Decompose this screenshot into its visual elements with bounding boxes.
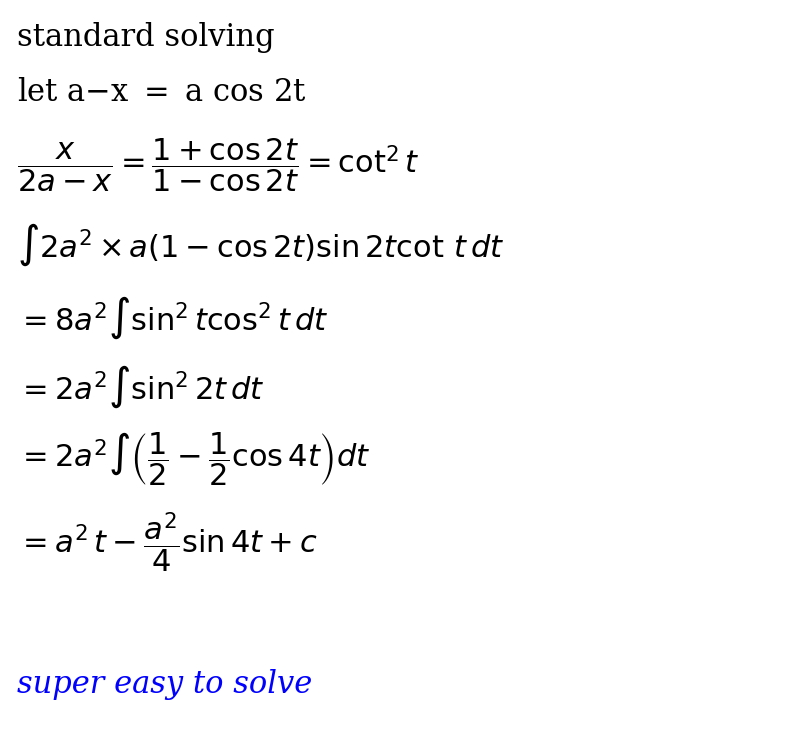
- Text: $\int 2a^{2}\, {\times}\, a(1-\cos 2t)\sin 2t\cot\, t\, dt$: $\int 2a^{2}\, {\times}\, a(1-\cos 2t)\s…: [18, 222, 505, 268]
- Text: $= a^{2}\, t - \dfrac{a^{2}}{4}\sin 4t + c$: $= a^{2}\, t - \dfrac{a^{2}}{4}\sin 4t +…: [18, 511, 318, 575]
- Text: $\dfrac{x}{2a-x} = \dfrac{1+\cos 2t}{1-\cos 2t} = \cot^{2} t$: $\dfrac{x}{2a-x} = \dfrac{1+\cos 2t}{1-\…: [18, 137, 420, 193]
- Text: $= 2a^{2}\int \left(\dfrac{1}{2}-\dfrac{1}{2}\cos 4t\right) dt$: $= 2a^{2}\int \left(\dfrac{1}{2}-\dfrac{…: [18, 431, 370, 488]
- Text: $= 8a^{2}\int \sin^{2}t\cos^{2}t\, dt$: $= 8a^{2}\int \sin^{2}t\cos^{2}t\, dt$: [18, 294, 329, 341]
- Text: $= 2a^{2}\int \sin^{2}2t\, dt$: $= 2a^{2}\int \sin^{2}2t\, dt$: [18, 364, 265, 410]
- Text: standard solving: standard solving: [18, 22, 275, 53]
- Text: let a$-$x $=$ a cos 2t: let a$-$x $=$ a cos 2t: [18, 77, 307, 108]
- Text: super easy to solve: super easy to solve: [18, 669, 313, 701]
